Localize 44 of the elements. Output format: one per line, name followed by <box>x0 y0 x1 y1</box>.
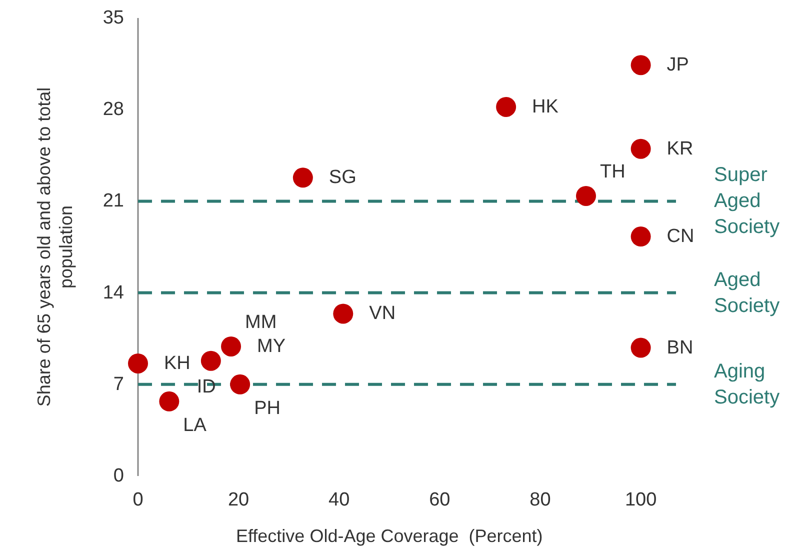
y-tick-label: 21 <box>102 190 124 212</box>
annotation: BN <box>666 337 694 358</box>
x-tick-label: 40 <box>328 490 350 510</box>
annotation: PH <box>254 398 280 419</box>
point <box>630 338 651 358</box>
x-tick-label: 80 <box>530 490 551 510</box>
y-tick-label: 14 <box>102 282 124 304</box>
annotation: VN <box>369 303 396 324</box>
y-tick-label: 7 <box>113 374 124 395</box>
annotation: MM <box>245 312 277 333</box>
annotation: TH <box>600 161 626 182</box>
point <box>630 138 651 159</box>
ref-line-label: Super Aged Society <box>714 164 780 238</box>
point <box>333 304 354 324</box>
point <box>159 391 180 412</box>
annotation: KR <box>666 138 694 160</box>
annotation: HK <box>532 96 559 118</box>
y-tick-label: 28 <box>102 99 124 120</box>
point <box>630 55 651 76</box>
point <box>230 374 250 394</box>
annotation: CN <box>666 226 694 248</box>
y-tick-label: 35 <box>102 8 124 28</box>
x-tick-label: 20 <box>228 490 250 510</box>
point <box>128 353 148 374</box>
annotation: KH <box>164 352 190 374</box>
annotation: ID <box>196 376 216 398</box>
y-axis-title: Share of 65 years old and above to total population <box>34 87 76 407</box>
point <box>630 226 651 247</box>
point <box>292 168 313 188</box>
x-tick-label: 0 <box>132 490 144 510</box>
annotation: SG <box>328 167 356 188</box>
y-tick-label: 0 <box>113 466 124 486</box>
annotation: MY <box>257 336 286 357</box>
point <box>496 96 516 117</box>
annotation: JP <box>666 54 689 76</box>
point <box>221 336 242 356</box>
ref-line-label: Aged Society <box>714 268 780 317</box>
x-axis-title: Effective Old-Age Coverage (Percent) <box>236 526 543 546</box>
point <box>576 186 596 206</box>
annotation: LA <box>183 414 207 436</box>
x-tick-label: 100 <box>624 490 657 510</box>
point <box>200 350 221 371</box>
ref-line-label: Aging Society <box>714 360 780 408</box>
x-tick-label: 60 <box>429 490 450 510</box>
